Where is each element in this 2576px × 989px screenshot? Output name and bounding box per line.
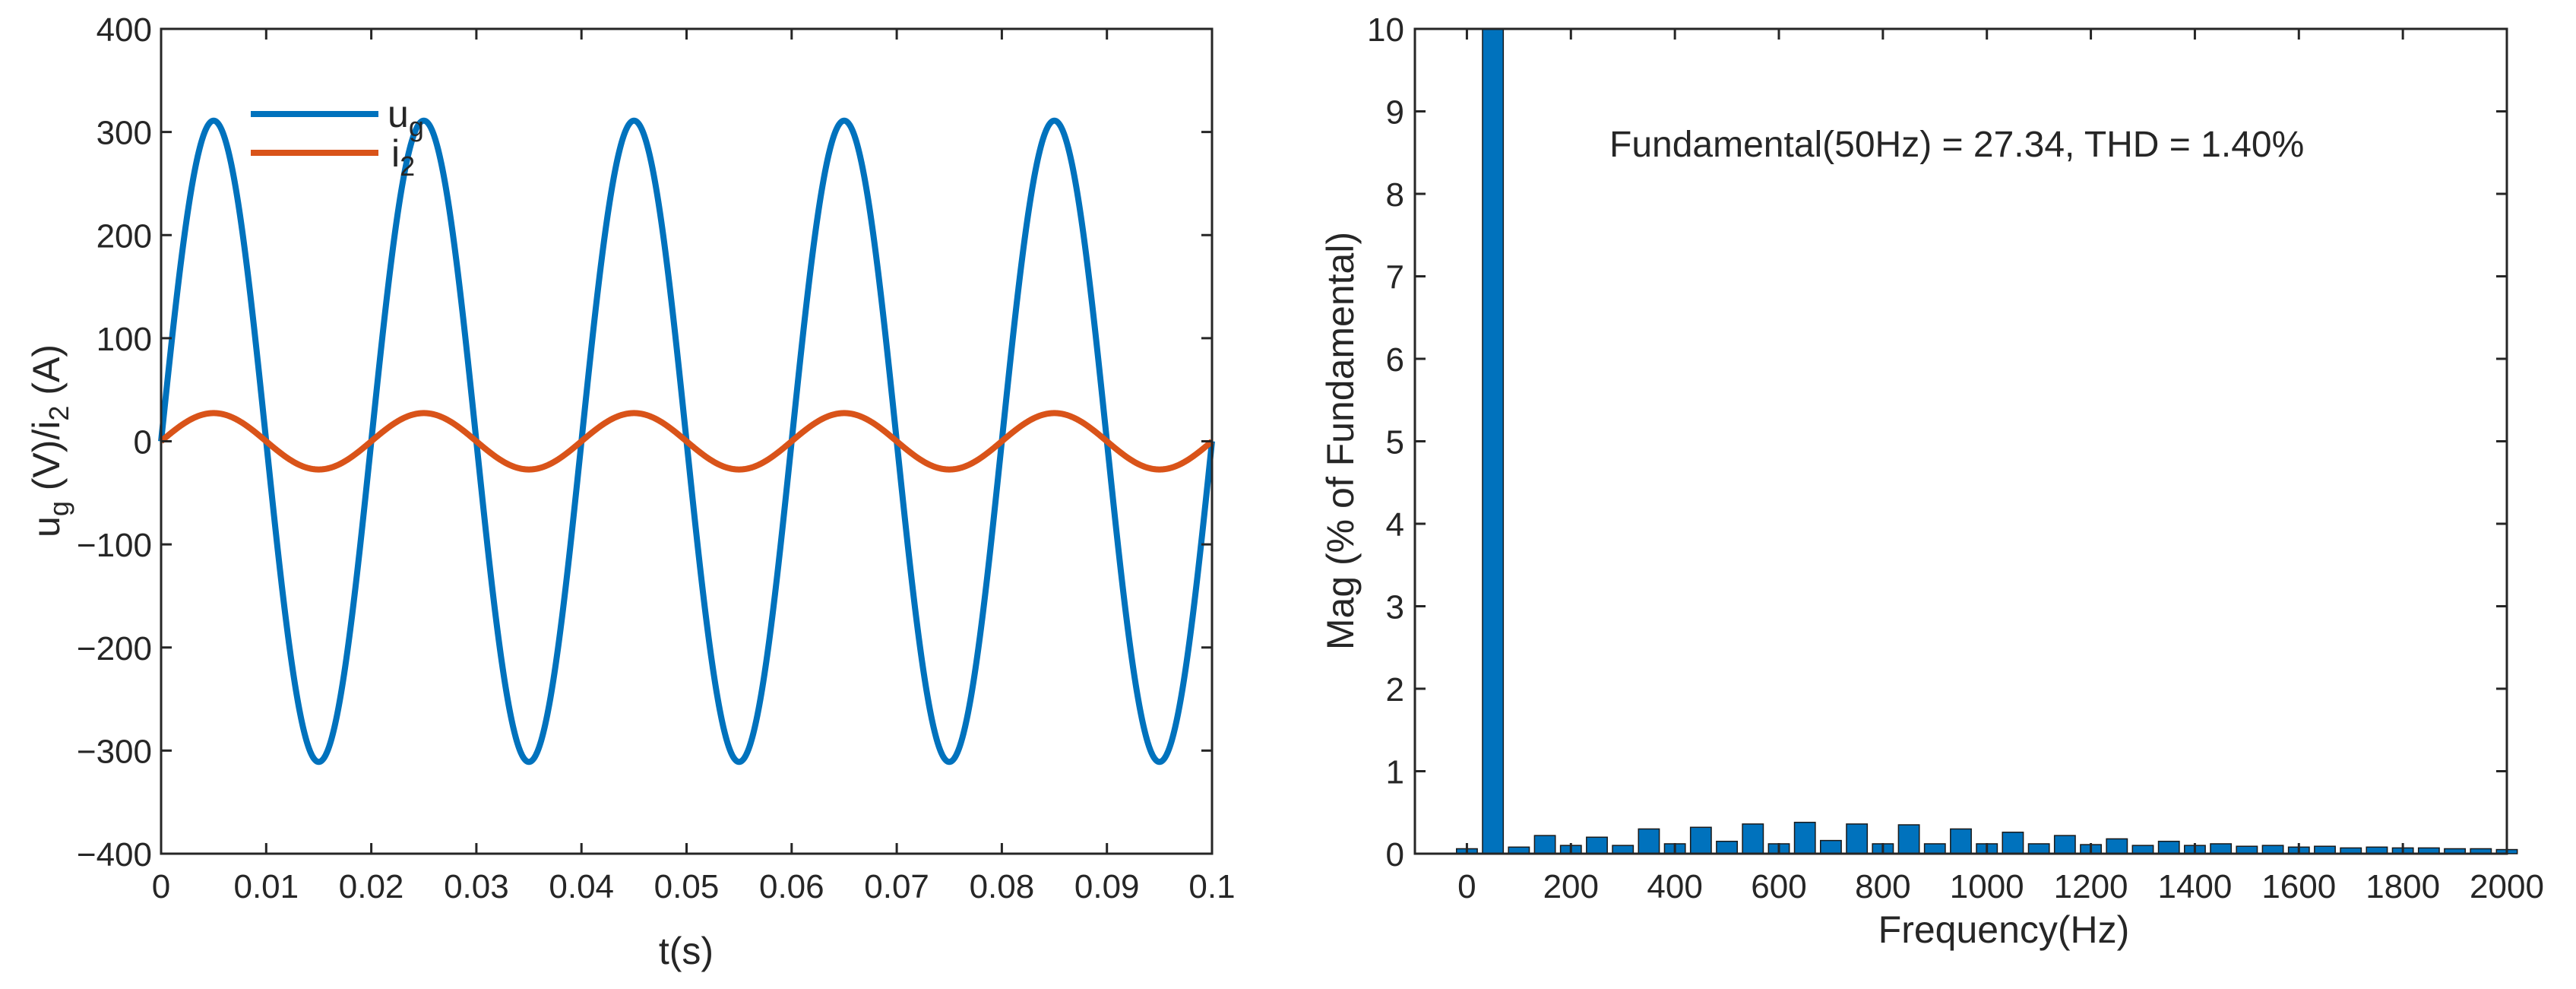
y-tick-label: 5 [1386, 424, 1404, 461]
x-tick-label: 0 [1457, 868, 1476, 905]
x-tick-label: 1400 [2157, 868, 2232, 905]
y-tick-label: 200 [97, 217, 152, 255]
x-tick-label: 0.07 [864, 868, 929, 905]
harmonic-bar [2106, 838, 2128, 854]
x-tick-label: 1200 [2054, 868, 2128, 905]
harmonic-bar [2027, 843, 2050, 854]
harmonic-bar [2157, 840, 2180, 854]
x-tick-label: 0.05 [654, 868, 720, 905]
spectrum-plot-area [1415, 29, 2507, 854]
y-tick-label: 0 [1386, 836, 1404, 873]
x-tick-label: 0.03 [444, 868, 509, 905]
x-tick-label: 0.06 [759, 868, 824, 905]
x-tick-label: 1600 [2261, 868, 2336, 905]
y-tick-label: 9 [1386, 94, 1404, 132]
x-tick-label: 0.01 [233, 868, 299, 905]
y-tick-label: 3 [1386, 589, 1404, 626]
x-tick-label: 0 [152, 868, 170, 905]
spectrum-x-axis-label: Frequency(Hz) [1878, 908, 2130, 951]
fundamental-bar [1482, 28, 1505, 854]
harmonic-bar [2002, 832, 2024, 854]
harmonic-bar [2261, 845, 2284, 854]
legend-label-ug: ug [388, 93, 424, 142]
x-tick-label: 1000 [1950, 868, 2024, 905]
harmonic-bar [1897, 824, 1920, 854]
waveform-legend: ug i2 [251, 93, 424, 182]
y-tick-label: −200 [77, 630, 152, 667]
waveform-y-axis-label: ug (V)/i2 (A) [25, 344, 74, 537]
harmonic-bar [2131, 845, 2154, 854]
legend-label-i2: i2 [391, 132, 415, 182]
y-tick-label: −300 [77, 733, 152, 770]
harmonic-bar [1793, 822, 1816, 854]
spectrum-y-axis-label: Mag (% of Fundamental) [1319, 232, 1362, 650]
harmonic-bar [1638, 828, 1660, 854]
x-tick-label: 0.02 [339, 868, 404, 905]
harmonic-bar [1923, 843, 1946, 854]
y-tick-label: 1 [1386, 754, 1404, 791]
harmonic-bar [1950, 828, 1972, 854]
y-tick-label: 300 [97, 115, 152, 152]
y-tick-label: 400 [97, 11, 152, 49]
y-tick-label: 100 [97, 321, 152, 358]
harmonic-bar [1612, 845, 1635, 854]
x-tick-label: 1800 [2366, 868, 2440, 905]
harmonic-bar [2210, 843, 2233, 854]
spectrum-annotation: Fundamental(50Hz) = 27.34, THD = 1.40% [1609, 125, 2304, 165]
y-tick-label: 10 [1367, 11, 1404, 49]
svg-text:ug (V)/i2 (A): ug (V)/i2 (A) [25, 344, 74, 537]
x-tick-label: 0.09 [1074, 868, 1140, 905]
x-tick-label: 0.08 [970, 868, 1035, 905]
y-tick-label: 2 [1386, 671, 1404, 708]
waveform-x-axis-label: t(s) [659, 930, 714, 972]
y-tick-label: 4 [1386, 506, 1404, 544]
y-tick-label: −100 [77, 527, 152, 564]
harmonic-bar [1586, 836, 1608, 854]
harmonic-bar [1819, 839, 1842, 854]
x-tick-label: 400 [1647, 868, 1702, 905]
spectrum-bars-group [1455, 28, 2518, 854]
x-tick-label: 800 [1855, 868, 1910, 905]
harmonic-bar [1533, 835, 1556, 854]
harmonic-bar [2053, 835, 2076, 854]
x-tick-label: 2000 [2470, 868, 2544, 905]
spectrum-ticks: 0 200 400 600 800 1000 1200 1400 1600 1800 2000 0 1 2… [1367, 11, 2544, 905]
x-tick-label: 600 [1751, 868, 1806, 905]
y-tick-label: 0 [134, 424, 152, 461]
y-tick-label: −400 [77, 836, 152, 873]
y-tick-label: 6 [1386, 341, 1404, 379]
spectrum-chart: 0 200 400 600 800 1000 1200 1400 1600 1800 2000 0 1 2… [1319, 11, 2544, 951]
y-tick-label: 8 [1386, 176, 1404, 214]
series-line-i2 [159, 410, 1214, 473]
harmonic-bar [1742, 823, 1764, 854]
x-tick-label: 200 [1543, 868, 1599, 905]
x-tick-label: 0.04 [549, 868, 614, 905]
waveform-series-group [158, 117, 1215, 766]
y-tick-label: 7 [1386, 259, 1404, 296]
x-tick-label: 0.1 [1188, 868, 1235, 905]
harmonic-bar [1716, 840, 1739, 854]
harmonic-bar [1689, 826, 1712, 854]
waveform-chart: 0 0.01 0.02 0.03 0.04 0.05 0.06 0.07 0.08 0.09 0.1… [25, 11, 1236, 972]
harmonic-bar [1846, 823, 1869, 854]
waveform-ticks: 0 0.01 0.02 0.03 0.04 0.05 0.06 0.07 0.08 0.09 0.1… [77, 11, 1236, 905]
